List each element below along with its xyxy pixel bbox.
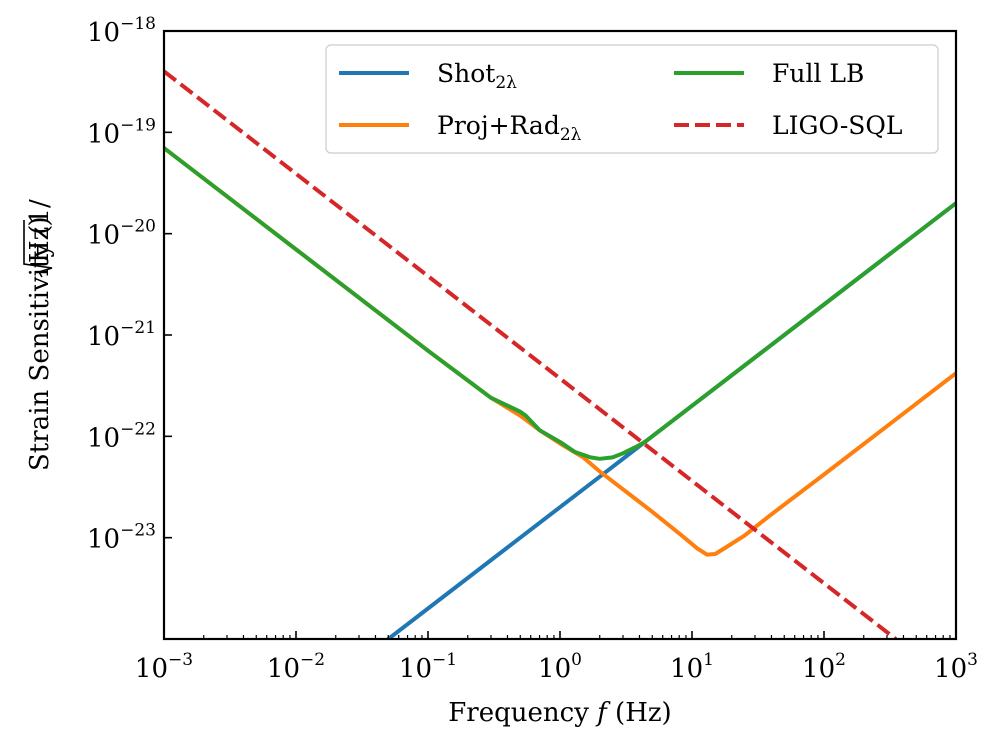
legend: Shot2λ Proj+Rad2λ Full LB LIGO-SQL — [325, 44, 939, 154]
x-tick-label: 101 — [670, 650, 714, 684]
x-tick-label: 102 — [802, 650, 846, 684]
series-line-2 — [164, 146, 956, 461]
legend-label-full-lb: Full LB — [772, 59, 864, 88]
ticks-layer: 10−3 10−2 10−1 100 101 102 103 10−23 10−22 10−21 1… — [87, 14, 978, 684]
legend-label-proj-rad: Proj+Rad2λ — [437, 111, 582, 145]
y-tick-label: 10−22 — [87, 419, 156, 453]
y-axis-label: Strain Sensitivity (1/ Hz) — [23, 199, 55, 471]
x-tick-label: 10−3 — [135, 650, 193, 684]
x-axis-label: Frequency f (Hz) — [448, 698, 671, 728]
series-layer — [164, 69, 956, 639]
legend-label-shot: Shot2λ — [437, 59, 517, 93]
legend-box — [325, 44, 939, 154]
series-line-3 — [164, 69, 898, 639]
x-tick-label: 100 — [538, 650, 582, 684]
y-tick-label: 10−23 — [87, 521, 156, 555]
y-tick-label: 10−20 — [87, 217, 156, 251]
x-tick-label: 103 — [934, 650, 978, 684]
y-axis-label-radical: Hz) — [25, 216, 55, 263]
y-tick-label: 10−18 — [87, 14, 156, 48]
x-tick-label: 10−1 — [399, 650, 457, 684]
legend-label-ligo-sql: LIGO-SQL — [772, 111, 903, 140]
x-tick-label: 10−2 — [267, 650, 325, 684]
svg-text:Strain Sensitivity (1/: Strain Sensitivity (1/ — [25, 199, 55, 471]
y-tick-label: 10−21 — [87, 318, 156, 352]
sqrt-sign — [23, 220, 53, 278]
y-tick-label: 10−19 — [87, 115, 156, 149]
